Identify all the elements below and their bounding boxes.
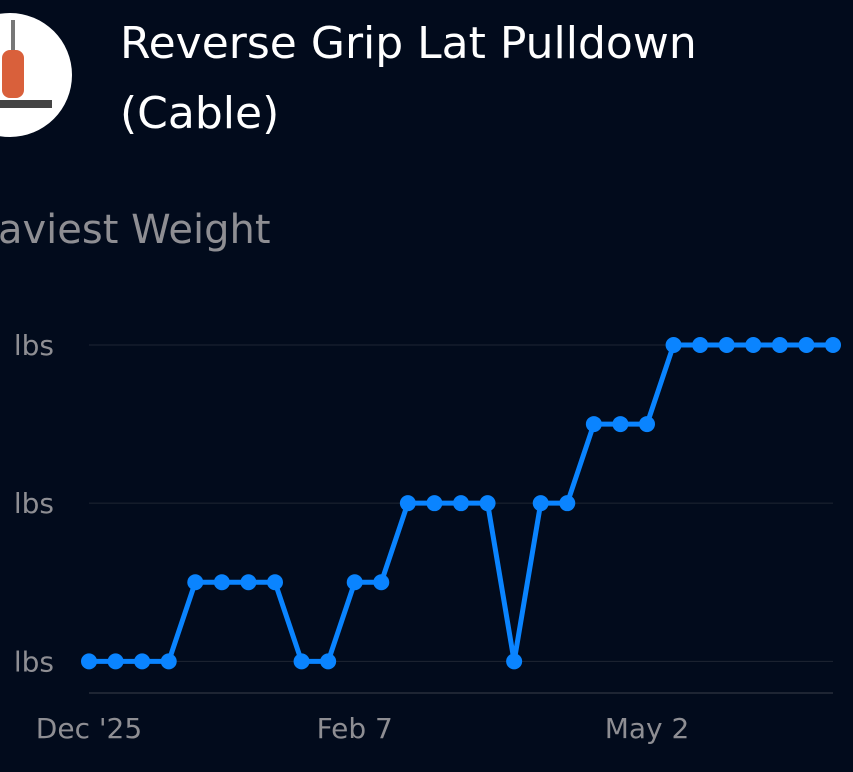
exercise-icon — [0, 13, 72, 137]
data-point — [134, 653, 151, 670]
data-point — [532, 495, 549, 512]
exercise-title: Reverse Grip Lat Pulldown — [120, 18, 697, 69]
exercise-title: (Cable) — [120, 88, 279, 139]
data-point — [718, 337, 735, 353]
data-point — [745, 337, 762, 353]
y-tick-label: lbs — [14, 487, 54, 520]
data-point — [585, 416, 602, 433]
icon-bench — [0, 100, 52, 108]
x-tick-label: May 2 — [605, 712, 690, 745]
data-point — [399, 495, 416, 512]
icon-body — [2, 50, 24, 98]
y-tick-label: lbs — [14, 329, 54, 362]
data-point — [559, 495, 576, 512]
chart-title: aviest Weight — [0, 207, 271, 253]
data-point — [426, 495, 443, 512]
data-point — [798, 337, 815, 353]
data-point — [639, 416, 655, 433]
data-point — [506, 653, 523, 670]
data-point — [825, 337, 841, 353]
data-point — [160, 653, 177, 670]
data-point — [612, 416, 629, 433]
data-point — [107, 653, 124, 670]
data-point — [665, 337, 682, 353]
data-point — [692, 337, 709, 353]
y-tick-label: lbs — [14, 645, 54, 678]
data-point — [453, 495, 469, 512]
data-point — [293, 653, 310, 670]
data-point — [187, 574, 204, 591]
data-point — [479, 495, 496, 512]
data-point — [320, 653, 337, 670]
x-tick-label: Feb 7 — [317, 712, 393, 745]
data-point — [213, 574, 230, 591]
data-point — [81, 653, 97, 670]
data-point — [771, 337, 788, 353]
x-tick-label: Dec '25 — [36, 712, 142, 745]
data-point — [346, 574, 363, 591]
data-point — [240, 574, 257, 591]
data-point — [267, 574, 283, 591]
data-point — [373, 574, 390, 591]
